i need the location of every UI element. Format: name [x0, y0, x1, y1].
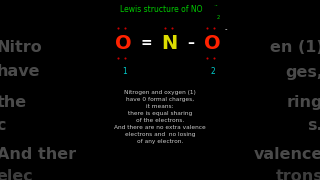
- Text: N: N: [162, 34, 178, 53]
- Text: elec: elec: [0, 169, 34, 180]
- Text: valence: valence: [254, 147, 320, 162]
- Text: the: the: [0, 95, 27, 110]
- Text: 2: 2: [211, 68, 215, 76]
- Text: ges,: ges,: [285, 64, 320, 80]
- Text: And ther: And ther: [0, 147, 76, 162]
- Text: -: -: [224, 27, 227, 33]
- Text: O: O: [204, 34, 221, 53]
- Text: c: c: [0, 118, 6, 134]
- Text: s.: s.: [308, 118, 320, 134]
- Text: en (1): en (1): [269, 40, 320, 55]
- Text: –: –: [188, 36, 195, 50]
- Text: Lewis structure of NO: Lewis structure of NO: [120, 5, 203, 14]
- Text: trons: trons: [276, 169, 320, 180]
- Text: ⁻¹: ⁻¹: [214, 4, 219, 9]
- Text: 2: 2: [217, 15, 220, 20]
- Text: O: O: [115, 34, 132, 53]
- Text: Nitro: Nitro: [0, 40, 43, 55]
- Text: 1: 1: [122, 68, 126, 76]
- Text: =: =: [141, 36, 152, 50]
- Text: Nitrogen and oxygen (1)
have 0 formal charges,
it means:
there is equal sharing
: Nitrogen and oxygen (1) have 0 formal ch…: [114, 90, 206, 144]
- Text: have: have: [0, 64, 40, 80]
- Text: ring: ring: [287, 95, 320, 110]
